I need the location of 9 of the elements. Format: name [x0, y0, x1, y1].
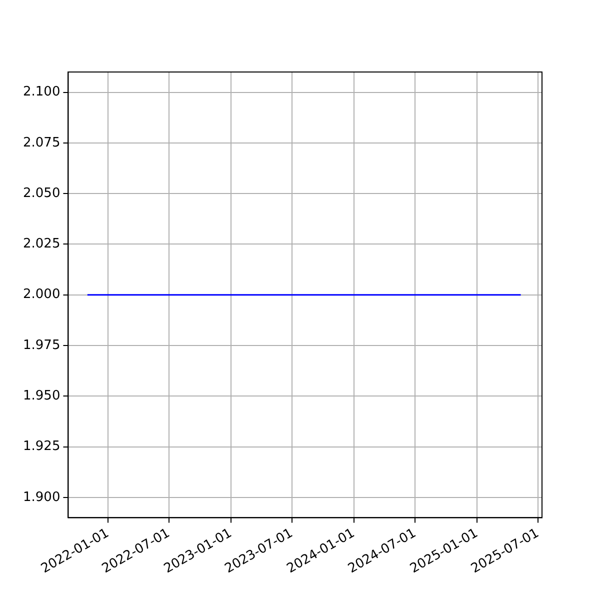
- y-tick-label: 1.925: [23, 439, 60, 454]
- y-tick-label: 2.025: [23, 236, 60, 252]
- y-tick-label: 2.000: [23, 287, 60, 302]
- y-tick-label: 2.100: [23, 84, 60, 100]
- y-tick-label: 2.075: [23, 135, 60, 150]
- y-tick-label: 1.975: [23, 338, 60, 353]
- y-tick-label: 1.950: [23, 388, 60, 404]
- y-tick-label: 1.900: [23, 490, 60, 505]
- y-tick-label: 2.050: [23, 186, 60, 201]
